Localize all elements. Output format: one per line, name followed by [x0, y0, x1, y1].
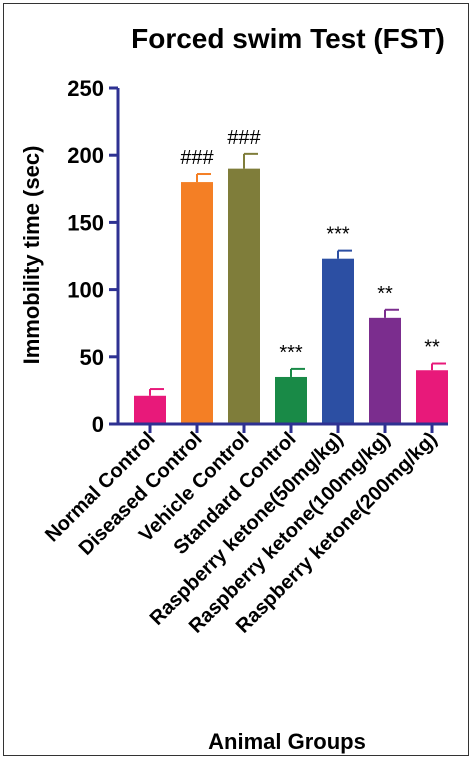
y-tick-label: 250 — [67, 76, 104, 101]
y-axis-label: Immobility time (sec) — [19, 146, 44, 365]
significance-label: ** — [377, 283, 393, 305]
y-tick-label: 150 — [67, 210, 104, 235]
bar — [369, 317, 401, 423]
chart-title: Forced swim Test (FST) — [131, 23, 445, 54]
bar — [181, 182, 213, 423]
y-tick-label: 0 — [92, 412, 104, 437]
significance-label: *** — [326, 224, 350, 246]
bar — [416, 370, 448, 423]
significance-label: *** — [279, 342, 303, 364]
bar — [134, 395, 166, 423]
y-tick-label: 50 — [80, 345, 104, 370]
y-tick-label: 100 — [67, 278, 104, 303]
significance-label: ### — [227, 127, 261, 149]
bar — [275, 376, 307, 423]
bar — [228, 168, 260, 423]
significance-label: ### — [180, 147, 214, 169]
y-tick-label: 200 — [67, 143, 104, 168]
x-axis-label: Animal Groups — [208, 729, 366, 754]
bar — [322, 258, 354, 423]
significance-label: ** — [424, 337, 440, 359]
